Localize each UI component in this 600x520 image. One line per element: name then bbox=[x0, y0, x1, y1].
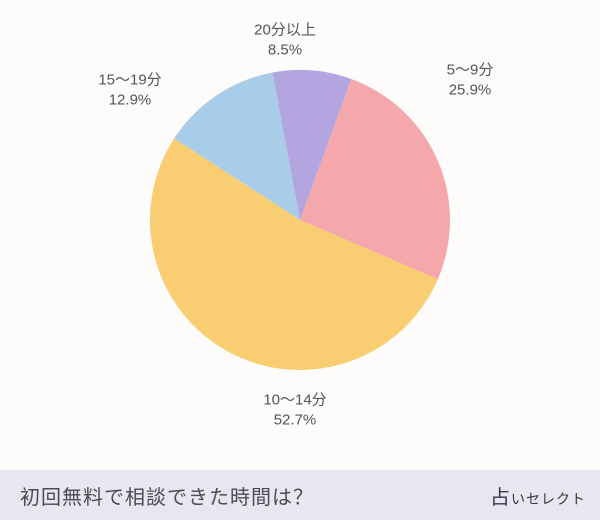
footer-bar: 初回無料で相談できた時間は？ 占 いセレクト bbox=[0, 470, 600, 520]
brand-big-char: 占 bbox=[490, 481, 511, 510]
slice-label-name: 20分以上 bbox=[254, 21, 316, 41]
slice-label-percent: 52.7% bbox=[263, 410, 326, 430]
slice-label-3: 20分以上8.5% bbox=[254, 21, 316, 60]
slice-label-name: 5〜9分 bbox=[447, 61, 494, 81]
brand-logo: 占 いセレクト bbox=[490, 481, 586, 510]
slice-label-1: 10〜14分52.7% bbox=[263, 391, 326, 430]
slice-label-percent: 12.9% bbox=[98, 90, 161, 110]
slice-label-name: 15〜19分 bbox=[98, 71, 161, 91]
pie-chart-area: 5〜9分25.9% 10〜14分52.7% 15〜19分12.9% 20分以上8.5% bbox=[0, 0, 600, 470]
slice-label-percent: 8.5% bbox=[254, 40, 316, 60]
slice-label-name: 10〜14分 bbox=[263, 391, 326, 411]
slice-label-percent: 25.9% bbox=[447, 80, 494, 100]
survey-question: 初回無料で相談できた時間は？ bbox=[20, 481, 490, 510]
slice-label-0: 5〜9分25.9% bbox=[447, 61, 494, 100]
brand-rest: いセレクト bbox=[511, 489, 586, 509]
slice-label-2: 15〜19分12.9% bbox=[98, 71, 161, 110]
